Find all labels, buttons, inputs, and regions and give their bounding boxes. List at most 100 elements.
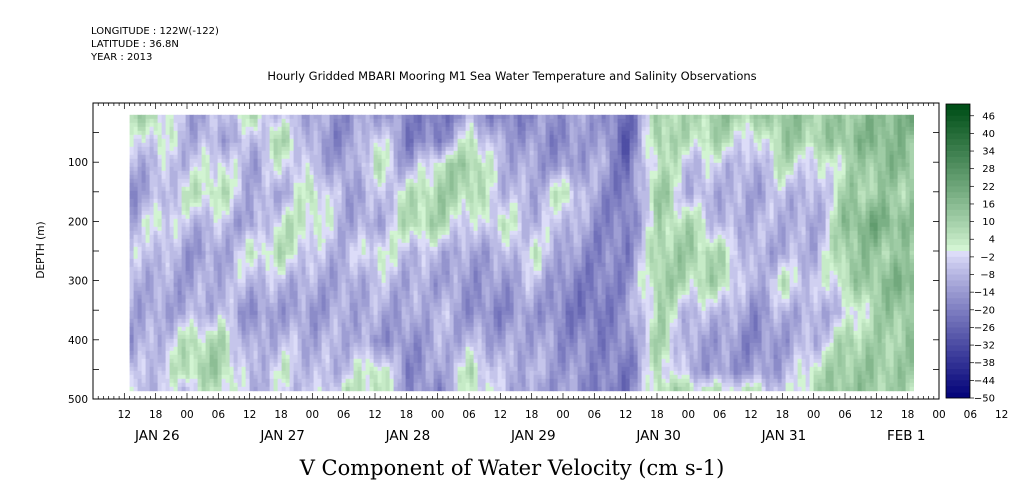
heatmap-cell (341, 382, 346, 388)
heatmap-cell (249, 270, 254, 276)
heatmap-cell (269, 354, 274, 360)
heatmap-cell (201, 354, 206, 360)
heatmap-cell (249, 210, 254, 216)
heatmap-cell (277, 254, 282, 260)
heatmap-cell (313, 194, 318, 200)
heatmap-cell (141, 146, 146, 152)
heatmap-cell (153, 330, 158, 336)
heatmap-cell (233, 238, 238, 244)
heatmap-cell (313, 338, 318, 344)
heatmap-cell (369, 250, 374, 256)
heatmap-cell (177, 214, 182, 220)
heatmap-cell (397, 370, 402, 376)
heatmap-cell (385, 254, 390, 260)
heatmap-cell (321, 326, 326, 332)
heatmap-cell (349, 242, 354, 248)
heatmap-cell (193, 170, 198, 176)
heatmap-cell (209, 174, 214, 180)
heatmap-cell (157, 222, 162, 228)
heatmap-cell (273, 318, 278, 324)
heatmap-cell (309, 318, 314, 324)
heatmap-cell (297, 178, 302, 184)
heatmap-cell (257, 342, 262, 348)
heatmap-cell (197, 158, 202, 164)
heatmap-cell (285, 214, 290, 220)
heatmap-cell (237, 266, 242, 272)
heatmap-cell (257, 282, 262, 288)
heatmap-cell (221, 146, 226, 152)
heatmap-cell (141, 122, 146, 128)
heatmap-cell (389, 170, 394, 176)
heatmap-cell (273, 290, 278, 296)
heatmap-cell (261, 378, 266, 384)
heatmap-cell (133, 310, 138, 316)
heatmap-cell (185, 146, 190, 152)
heatmap-cell (165, 274, 170, 280)
heatmap-cell (353, 242, 358, 248)
heatmap-cell (137, 242, 142, 248)
heatmap-cell (193, 222, 198, 228)
heatmap-cell (349, 186, 354, 192)
heatmap-cell (229, 158, 234, 164)
heatmap-cell (269, 202, 274, 208)
heatmap-cell (185, 226, 190, 232)
heatmap-cell (365, 234, 370, 240)
heatmap-cell (329, 334, 334, 340)
heatmap-cell (349, 210, 354, 216)
heatmap-cell (413, 226, 418, 232)
heatmap-cell (245, 350, 250, 356)
heatmap-cell (325, 354, 330, 360)
heatmap-cell (197, 242, 202, 248)
heatmap-cell (149, 138, 154, 144)
heatmap-cell (137, 210, 142, 216)
heatmap-cell (165, 198, 170, 204)
heatmap-cell (153, 166, 158, 172)
heatmap-cell (281, 302, 286, 308)
heatmap-cell (285, 266, 290, 272)
heatmap-cell (253, 122, 258, 128)
heatmap-cell (217, 162, 222, 168)
heatmap-cell (285, 130, 290, 136)
heatmap-cell (349, 174, 354, 180)
heatmap-cell (241, 282, 246, 288)
heatmap-cell (325, 314, 330, 320)
heatmap-cell (149, 242, 154, 248)
heatmap-cell (241, 330, 246, 336)
heatmap-cell (237, 238, 242, 244)
heatmap-cell (377, 270, 382, 276)
heatmap-cell (313, 138, 318, 144)
heatmap-cell (225, 354, 230, 360)
heatmap-cell (357, 290, 362, 296)
heatmap-cell (233, 302, 238, 308)
heatmap-cell (341, 142, 346, 148)
heatmap-cell (193, 202, 198, 208)
heatmap-cell (157, 150, 162, 156)
heatmap-cell (181, 354, 186, 360)
heatmap-cell (337, 126, 342, 132)
heatmap-cell (141, 322, 146, 328)
heatmap-cell (205, 350, 210, 356)
heatmap-cell (297, 150, 302, 156)
heatmap-cell (305, 278, 310, 284)
heatmap-cell (381, 286, 386, 292)
heatmap-cell (309, 138, 314, 144)
heatmap-cell (217, 146, 222, 152)
heatmap-cell (177, 194, 182, 200)
heatmap-cell (341, 338, 346, 344)
heatmap-cell (209, 282, 214, 288)
heatmap-cell (321, 206, 326, 212)
heatmap-cell (241, 122, 246, 128)
heatmap-cell (229, 310, 234, 316)
heatmap-cell (245, 194, 250, 200)
heatmap-cell (413, 214, 418, 220)
heatmap-cell (397, 194, 402, 200)
heatmap-cell (193, 306, 198, 312)
heatmap-cell (285, 226, 290, 232)
heatmap-cell (225, 178, 230, 184)
heatmap-cell (189, 234, 194, 240)
heatmap-cell (189, 306, 194, 312)
heatmap-cell (145, 130, 150, 136)
heatmap-cell (309, 178, 314, 184)
heatmap-cell (185, 214, 190, 220)
heatmap-cell (345, 302, 350, 308)
